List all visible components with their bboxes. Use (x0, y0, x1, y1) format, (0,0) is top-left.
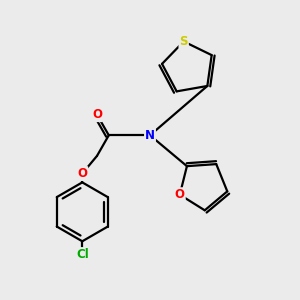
Text: O: O (77, 167, 87, 180)
Text: O: O (92, 108, 102, 121)
Text: Cl: Cl (76, 248, 89, 261)
Text: S: S (179, 35, 188, 48)
Text: O: O (175, 188, 185, 201)
Text: N: N (145, 129, 155, 142)
